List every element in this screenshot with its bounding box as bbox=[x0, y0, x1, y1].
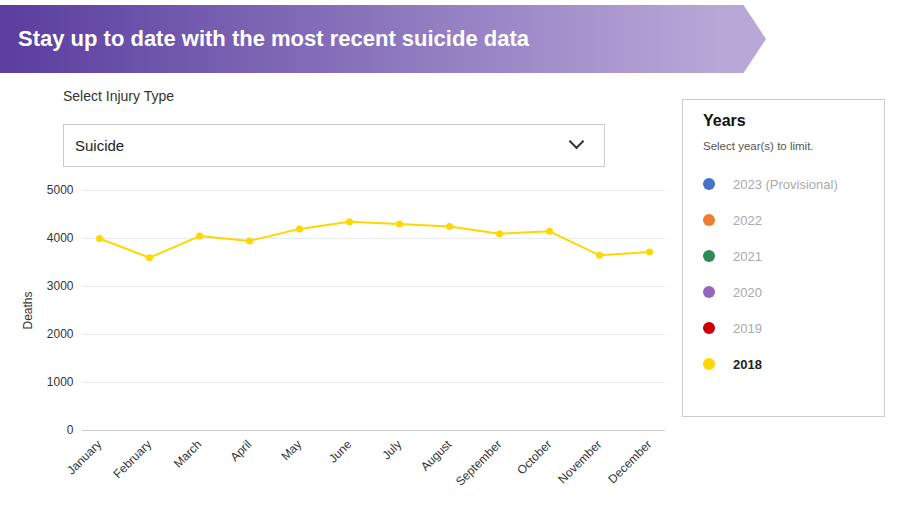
svg-text:1000: 1000 bbox=[47, 375, 74, 389]
svg-text:March: March bbox=[171, 437, 204, 470]
html-text:2022: 2022 bbox=[733, 212, 762, 228]
svg-text:August: August bbox=[418, 437, 455, 474]
html-text:2021: 2021 bbox=[733, 248, 762, 264]
html-text:Stay up to date with the most: Stay up to date with the most recent sui… bbox=[18, 26, 529, 51]
svg-text:October: October bbox=[514, 437, 554, 477]
svg-text:3000: 3000 bbox=[47, 279, 74, 293]
svg-text:June: June bbox=[326, 437, 355, 466]
html-text:Select Injury Type: Select Injury Type bbox=[63, 88, 174, 104]
svg-text:2000: 2000 bbox=[47, 327, 74, 341]
svg-text:May: May bbox=[278, 437, 304, 463]
svg-text:5000: 5000 bbox=[47, 183, 74, 197]
html-text:2019: 2019 bbox=[733, 320, 762, 336]
svg-text:April: April bbox=[227, 437, 254, 464]
svg-text:September: September bbox=[453, 437, 504, 488]
html-text:Years: Years bbox=[703, 112, 746, 129]
svg-text:November: November bbox=[555, 437, 604, 486]
svg-text:0: 0 bbox=[67, 423, 74, 437]
html-text:Select year(s) to limit.: Select year(s) to limit. bbox=[703, 140, 814, 152]
svg-text:Deaths: Deaths bbox=[21, 291, 35, 329]
svg-text:February: February bbox=[110, 437, 154, 481]
svg-text:January: January bbox=[64, 437, 104, 477]
html-text:Suicide: Suicide bbox=[75, 137, 125, 154]
svg-text:4000: 4000 bbox=[47, 231, 74, 245]
svg-text:July: July bbox=[379, 437, 404, 462]
html-text:2018: 2018 bbox=[733, 356, 762, 372]
html-text:2023 (Provisional): 2023 (Provisional) bbox=[733, 176, 838, 192]
svg-text:December: December bbox=[605, 437, 654, 486]
html-text:2020: 2020 bbox=[733, 284, 762, 300]
